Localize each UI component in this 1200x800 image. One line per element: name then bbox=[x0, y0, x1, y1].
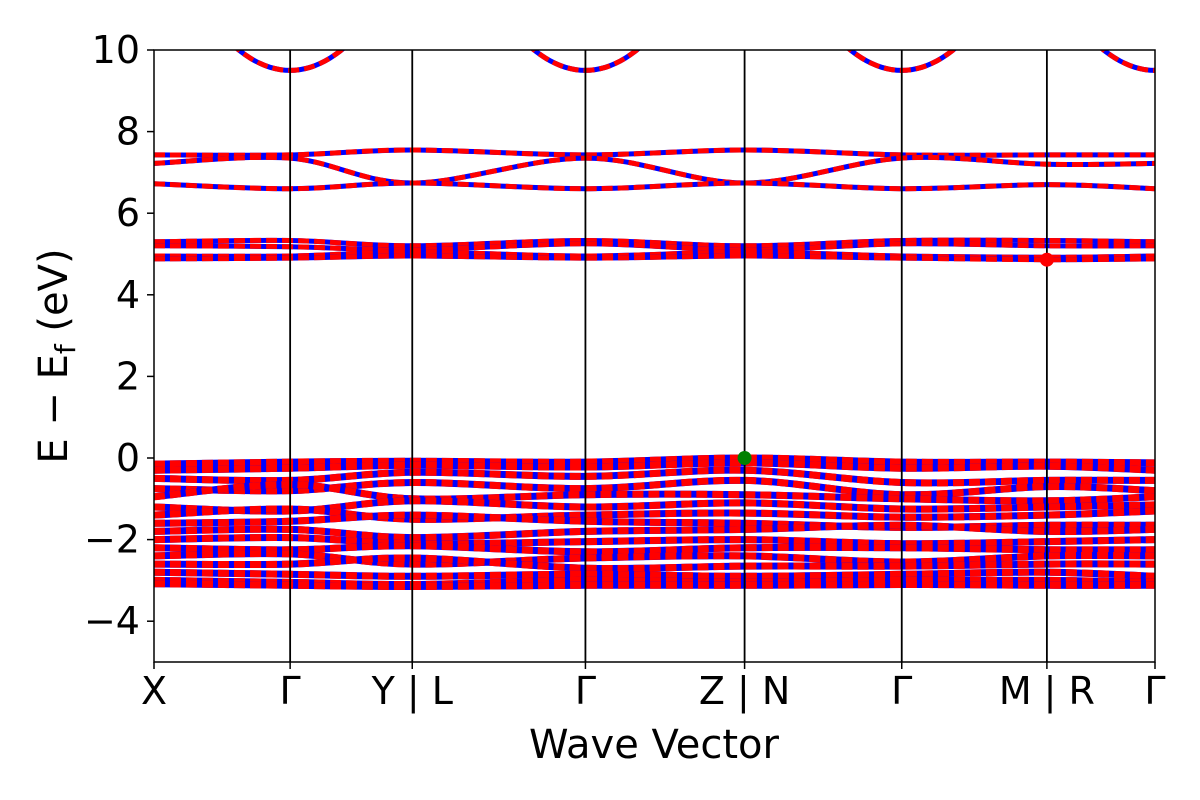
cbm-marker bbox=[1039, 252, 1054, 267]
conduction-parabola-3-spin-up bbox=[1099, 50, 1155, 73]
y-tick-label-0: 10 bbox=[92, 28, 140, 72]
vb-9-spin-down bbox=[154, 521, 1155, 542]
x-tick-label-0: X bbox=[141, 669, 167, 713]
x-axis-ticks: X Γ Y | L Γ Z | N Γ M | R Γ bbox=[141, 662, 1166, 714]
band-7.22-spin-down bbox=[154, 154, 1155, 186]
band-5.2-spin-down bbox=[154, 241, 1155, 253]
y-tick-label-3: 4 bbox=[116, 273, 140, 317]
y-axis-ticks: 10 8 6 4 2 0 −2 −4 bbox=[84, 28, 154, 643]
plot-frame bbox=[153, 49, 1156, 663]
band-4.95-spin-down bbox=[154, 249, 1155, 260]
x-axis-label: Wave Vector bbox=[529, 722, 780, 768]
band-7.44-spin-down bbox=[154, 147, 1155, 158]
vbm-marker bbox=[737, 451, 752, 465]
x-tick-label-7: Γ bbox=[1144, 669, 1165, 713]
y-tick-label-5: 0 bbox=[116, 436, 140, 480]
vb-4-spin-down bbox=[154, 476, 1155, 499]
vb-13-spin-down bbox=[154, 554, 1155, 573]
y-tick-label-7: −4 bbox=[84, 599, 140, 643]
x-tick-label-3: Γ bbox=[575, 669, 596, 713]
y-axis-label-unit: (eV) bbox=[31, 248, 77, 344]
band-5.3-spin-down bbox=[154, 237, 1155, 249]
x-tick-label-6: M | R bbox=[999, 669, 1095, 714]
x-tick-label-2: Y | L bbox=[371, 669, 453, 714]
y-tick-label-1: 8 bbox=[116, 110, 140, 154]
band-4.88-spin-down bbox=[154, 253, 1155, 263]
vb-8-spin-down bbox=[154, 511, 1155, 531]
vb-12-spin-down bbox=[154, 550, 1155, 568]
conduction-parabola-3-spin-down bbox=[1099, 50, 1155, 73]
vb-16-spin-down bbox=[154, 580, 1155, 591]
high-symmetry-lines bbox=[289, 50, 1048, 662]
vb-1-spin-down bbox=[154, 454, 1155, 468]
vb-14-spin-down bbox=[154, 568, 1155, 580]
y-tick-label-2: 6 bbox=[116, 191, 140, 235]
extrema-markers bbox=[737, 252, 1054, 465]
vb-6-spin-down bbox=[154, 497, 1155, 515]
y-axis-label: E − Ef (eV) bbox=[31, 248, 82, 463]
vb-15-spin-down bbox=[154, 576, 1155, 589]
bands-layer bbox=[154, 50, 1155, 591]
x-tick-label-1: Γ bbox=[280, 669, 301, 713]
vb-10-spin-down bbox=[154, 533, 1155, 548]
y-axis-label-subscript: f bbox=[49, 343, 82, 354]
x-tick-label-5: Γ bbox=[891, 669, 912, 713]
vb-7-spin-down bbox=[154, 505, 1155, 523]
y-axis-label-main: E − E bbox=[31, 354, 77, 464]
vb-5-spin-up bbox=[154, 480, 1155, 505]
vb-2-spin-down bbox=[154, 459, 1155, 474]
band-6.7-spin-down bbox=[154, 180, 1155, 192]
vb-11-spin-down bbox=[154, 542, 1155, 556]
y-tick-label-4: 2 bbox=[116, 354, 140, 398]
x-tick-label-4: Z | N bbox=[699, 669, 790, 714]
vb-3-spin-down bbox=[154, 466, 1155, 487]
y-tick-label-6: −2 bbox=[84, 518, 140, 562]
